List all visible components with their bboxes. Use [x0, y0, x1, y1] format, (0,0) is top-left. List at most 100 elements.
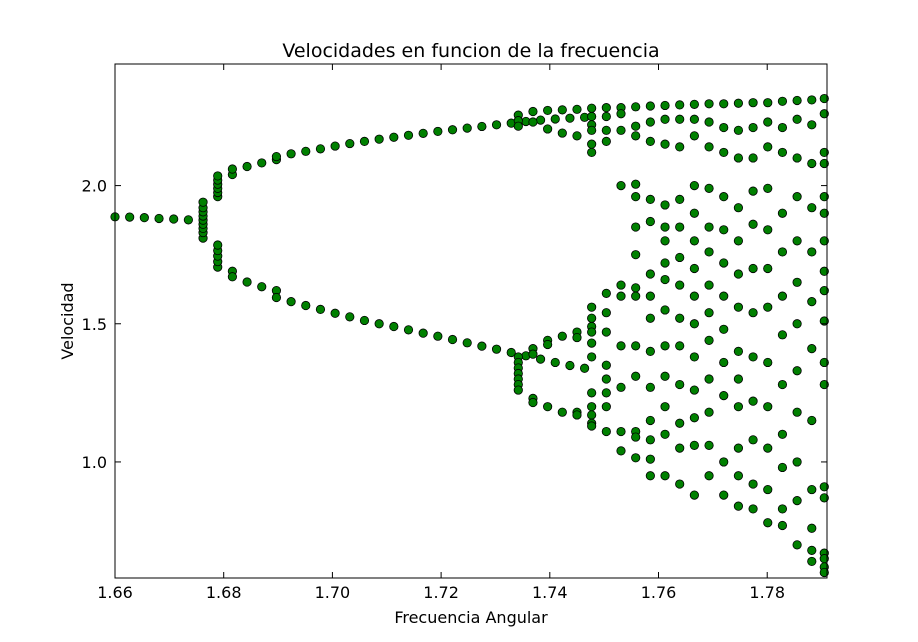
data-point	[660, 471, 670, 481]
data-point	[807, 203, 817, 213]
data-point	[675, 252, 685, 263]
data-point	[301, 146, 311, 156]
data-point	[389, 132, 399, 142]
data-point	[631, 371, 641, 381]
data-point	[719, 391, 729, 401]
x-tick-label: 1.76	[641, 583, 677, 602]
data-point	[777, 122, 788, 133]
data-point	[792, 153, 802, 163]
data-point	[733, 501, 744, 511]
data-point	[660, 222, 670, 232]
data-point	[601, 288, 611, 298]
data-point	[330, 308, 340, 318]
data-point	[572, 131, 582, 141]
data-point	[807, 95, 817, 105]
data-point	[139, 213, 149, 223]
data-point	[763, 183, 773, 193]
data-point	[587, 302, 597, 312]
data-point	[198, 197, 208, 207]
data-point	[359, 315, 370, 326]
data-point	[660, 200, 670, 210]
data-point	[631, 222, 641, 232]
data-point	[777, 379, 788, 390]
data-point	[704, 440, 714, 450]
data-point	[748, 186, 758, 196]
data-point	[645, 291, 655, 301]
data-point	[763, 357, 773, 368]
data-point	[748, 219, 758, 229]
data-point	[462, 123, 472, 133]
data-point	[330, 141, 340, 151]
data-point	[689, 490, 699, 500]
data-point	[748, 352, 758, 362]
data-point	[777, 247, 788, 257]
data-point	[557, 105, 567, 115]
data-point	[689, 440, 699, 450]
data-point	[587, 125, 597, 135]
data-point	[616, 291, 626, 301]
data-point	[807, 415, 817, 426]
data-point	[719, 457, 729, 467]
data-point	[565, 113, 575, 123]
x-tick-label: 1.74	[532, 583, 568, 602]
data-point	[389, 321, 399, 332]
data-point	[587, 402, 597, 412]
data-point	[660, 341, 670, 351]
data-point	[704, 471, 714, 481]
x-axis-label: Frecuencia Angular	[394, 608, 548, 627]
data-point	[660, 100, 670, 111]
data-point	[660, 274, 670, 285]
data-point	[227, 272, 237, 282]
data-point	[733, 236, 744, 246]
data-point	[660, 402, 670, 412]
data-point	[807, 484, 817, 495]
data-point	[645, 454, 655, 464]
data-point	[213, 171, 223, 181]
data-point	[587, 410, 597, 420]
data-point	[631, 432, 641, 442]
data-point	[506, 347, 516, 358]
data-point	[587, 338, 597, 348]
data-point	[704, 374, 714, 384]
data-point	[433, 331, 443, 341]
data-point	[675, 142, 685, 152]
data-point	[819, 236, 829, 246]
data-point	[675, 280, 685, 290]
data-point	[719, 99, 729, 109]
data-point	[777, 504, 788, 514]
data-point	[689, 263, 699, 274]
plot-frame	[114, 63, 828, 579]
data-point	[227, 164, 237, 174]
data-point	[819, 192, 829, 202]
data-point	[543, 339, 553, 350]
data-point	[777, 330, 788, 340]
data-point	[733, 153, 744, 163]
data-point	[777, 462, 788, 473]
data-point	[733, 302, 744, 312]
data-point	[689, 385, 699, 395]
data-point	[733, 346, 744, 356]
data-point	[819, 482, 829, 492]
data-point	[403, 325, 414, 335]
data-point	[587, 139, 597, 149]
data-point	[807, 120, 817, 130]
data-point	[587, 313, 597, 323]
data-point	[660, 305, 670, 315]
data-point	[660, 114, 670, 124]
data-point	[719, 324, 729, 334]
y-tick-label: 2.0	[82, 177, 107, 196]
data-point	[733, 443, 744, 453]
data-point	[587, 111, 597, 122]
data-point	[763, 142, 773, 152]
data-point	[763, 98, 773, 108]
data-point	[601, 374, 611, 384]
data-point	[645, 269, 655, 279]
data-point	[763, 443, 773, 453]
data-point	[819, 147, 829, 158]
data-point	[535, 115, 546, 125]
data-point	[345, 138, 355, 149]
data-point	[807, 556, 817, 567]
data-point	[689, 114, 699, 124]
data-point	[748, 435, 758, 445]
data-point	[748, 479, 758, 489]
